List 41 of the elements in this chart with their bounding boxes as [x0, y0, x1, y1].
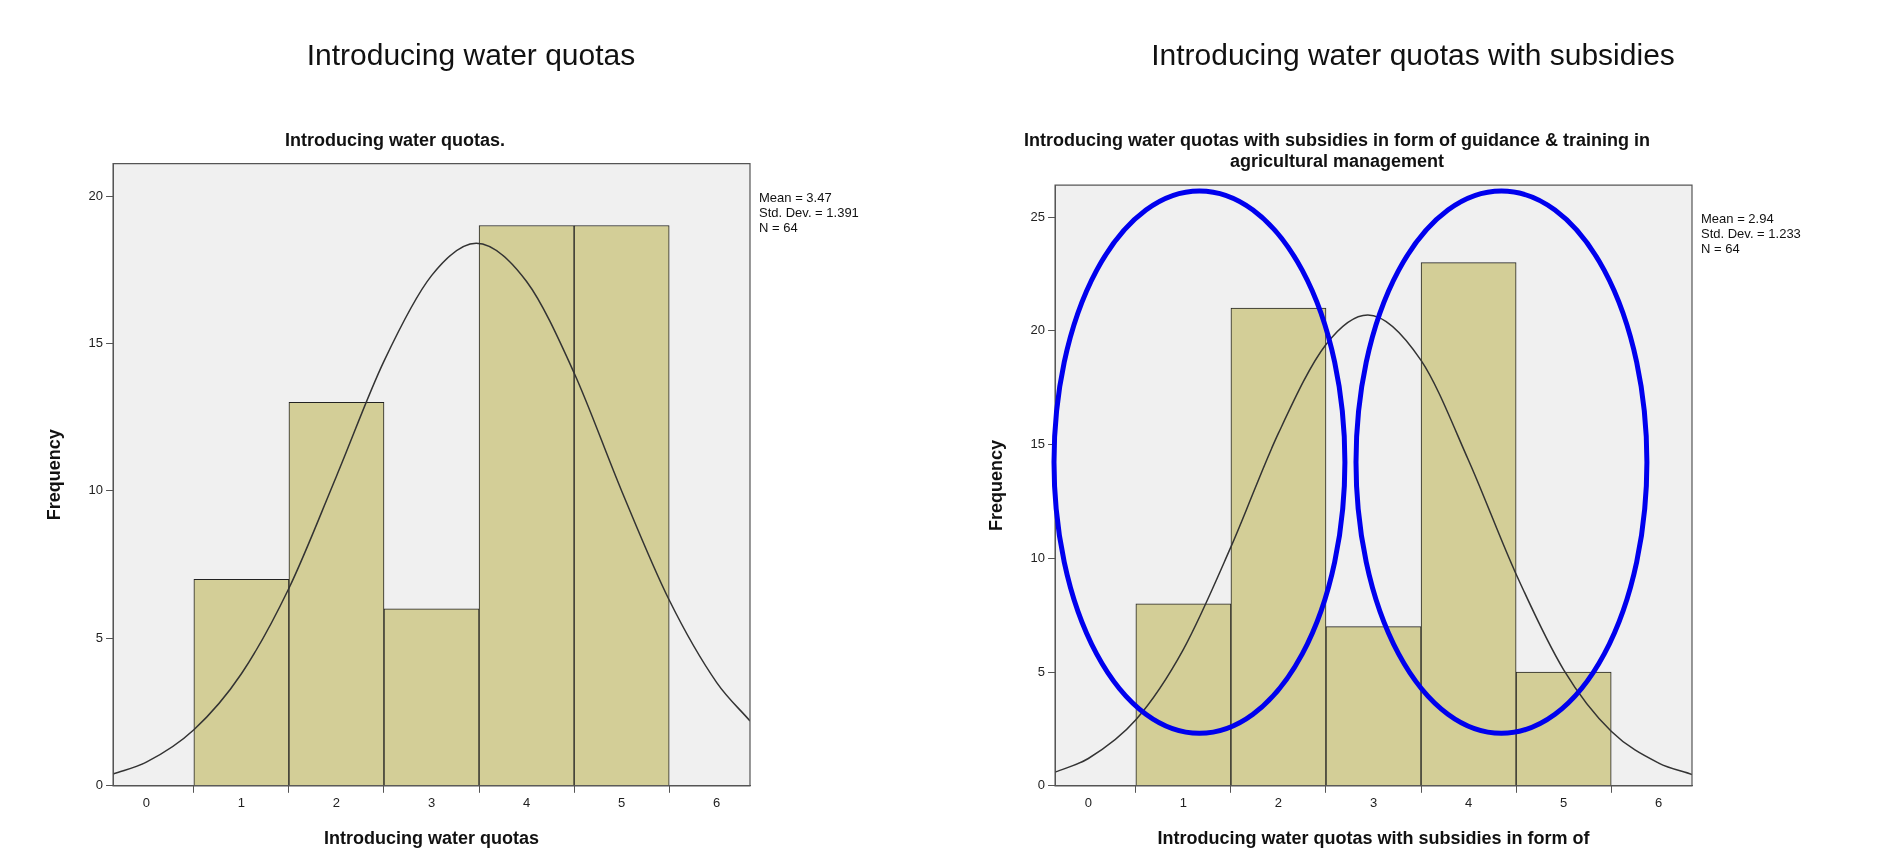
x-axis-title: Introducing water quotas: [324, 828, 540, 849]
x-tick-label: 4: [522, 795, 531, 811]
chart-title: Introducing water quotas with subsidies: [1150, 38, 1676, 72]
x-tick-label: 5: [1560, 795, 1568, 811]
line-series: [113, 242, 750, 775]
x-tick-label: 1: [237, 795, 246, 811]
y-tick-label: 15: [1030, 436, 1046, 452]
y-tick-label: 5: [1037, 663, 1046, 679]
y-tick-label: 15: [88, 335, 104, 351]
y-tick-label: 0: [1037, 777, 1046, 793]
y-tick-label: 5: [95, 629, 104, 645]
text: Mean = 3.47: [759, 189, 832, 205]
y-tick-label: 10: [1030, 549, 1046, 565]
line-series: [1055, 314, 1692, 776]
x-tick-label: 2: [1274, 795, 1283, 811]
text: Std. Dev. = 1.391: [759, 204, 859, 220]
x-tick-label: 6: [713, 795, 721, 811]
chart-subtitle: Introducing water quotas with subsidies in form of guidance & training in agricultural management: [1023, 129, 1651, 172]
y-axis-title: Frequency: [985, 439, 1006, 532]
x-tick-label: 3: [1369, 795, 1378, 811]
y-tick-label: 0: [95, 777, 104, 793]
x-tick-label: 6: [1655, 795, 1663, 811]
x-tick-label: 0: [142, 795, 150, 811]
text: N = 64: [759, 219, 798, 235]
chart-subtitle: Introducing water quotas.: [284, 129, 506, 150]
x-axis-title: Introducing water quotas with subsidies in form of: [1157, 828, 1591, 849]
chart-title: Introducing water quotas: [305, 38, 637, 72]
x-tick-label: 5: [618, 795, 626, 811]
x-tick-label: 4: [1464, 795, 1473, 811]
y-tick-label: 20: [1030, 322, 1046, 338]
x-tick-label: 3: [427, 795, 436, 811]
y-tick-label: 25: [1030, 208, 1046, 224]
x-tick-label: 1: [1179, 795, 1188, 811]
y-axis-title: Frequency: [43, 429, 64, 521]
text: Mean = 2.94: [1701, 211, 1774, 227]
x-tick-label: 2: [332, 795, 341, 811]
y-tick-label: 10: [88, 482, 104, 498]
x-tick-label: 0: [1084, 795, 1092, 811]
text: N = 64: [1701, 241, 1740, 257]
y-tick-label: 20: [88, 187, 104, 203]
text: Std. Dev. = 1.233: [1701, 226, 1801, 242]
